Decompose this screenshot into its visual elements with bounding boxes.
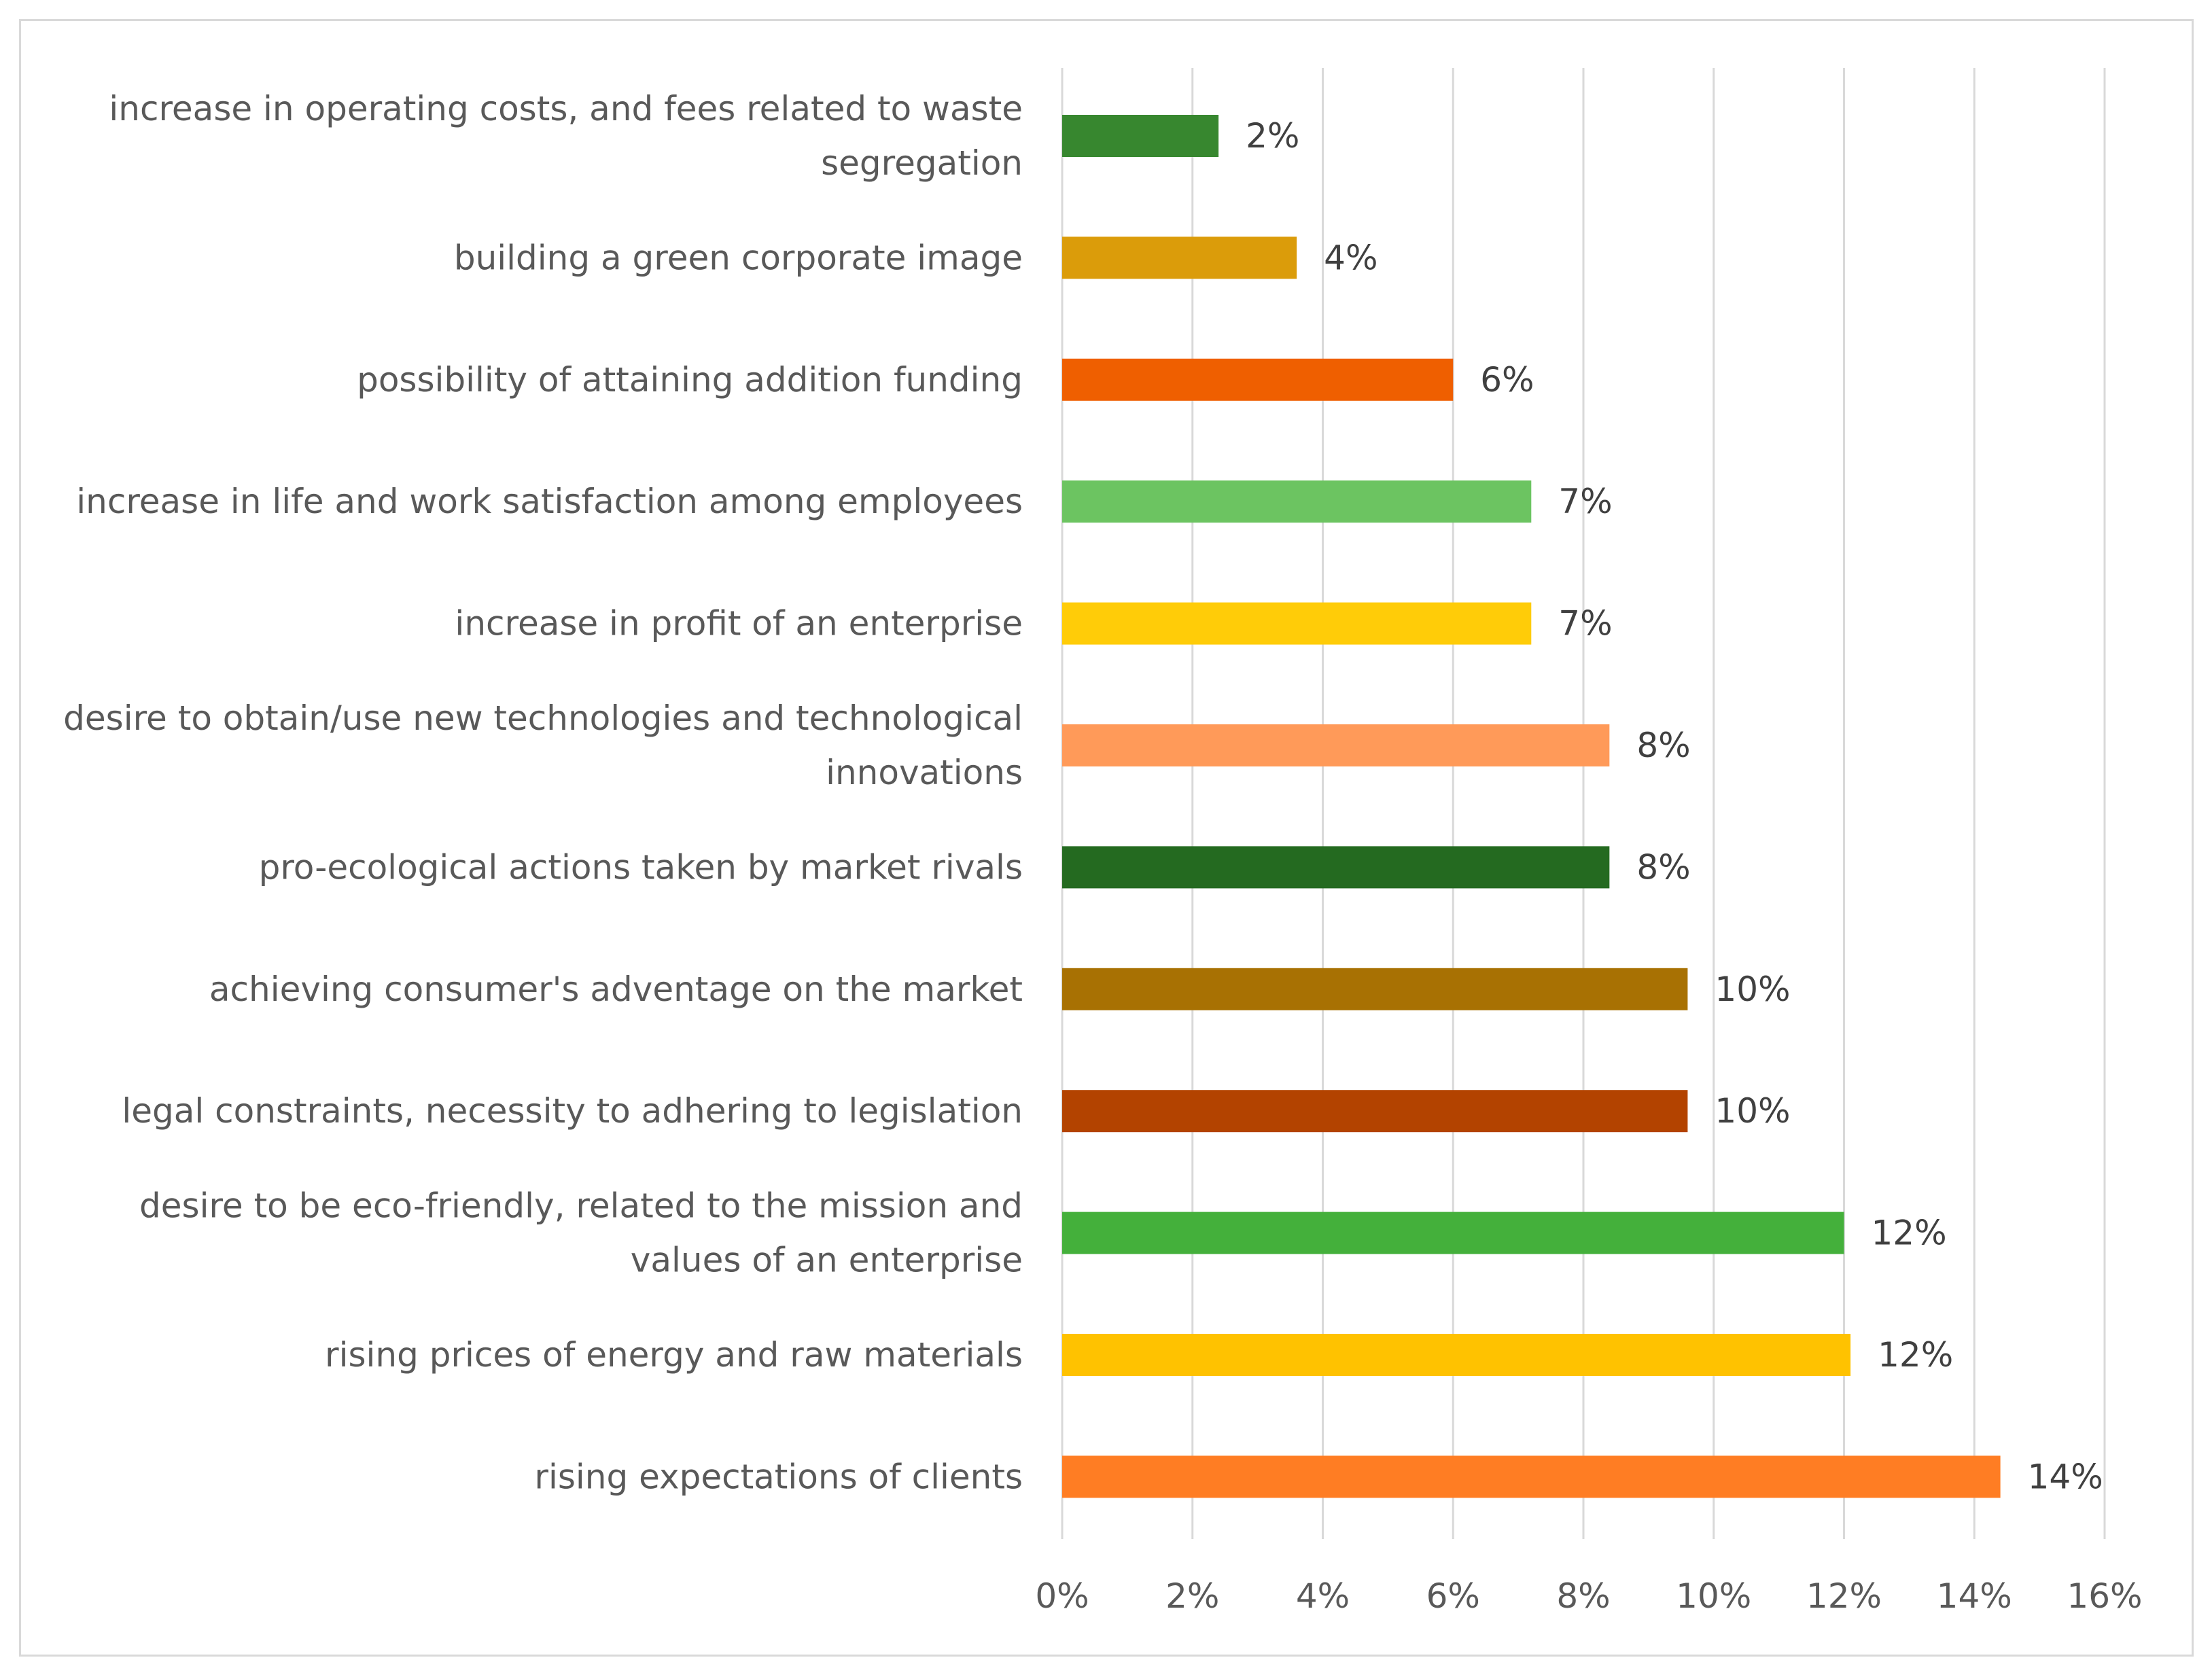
data-label: 8% xyxy=(1636,726,1690,765)
category-label: rising prices of energy and raw material… xyxy=(325,1335,1023,1375)
data-label: 10% xyxy=(1715,1091,1790,1131)
bar xyxy=(1062,1455,2001,1498)
bar xyxy=(1062,968,1688,1010)
bar xyxy=(1062,1212,1844,1254)
bar xyxy=(1062,724,1610,766)
data-label: 2% xyxy=(1246,116,1299,156)
data-label: 12% xyxy=(1872,1214,1947,1253)
data-label: 8% xyxy=(1636,847,1690,887)
data-label: 7% xyxy=(1558,482,1612,521)
bar xyxy=(1062,602,1532,645)
category-label: increase in life and work satisfaction a… xyxy=(76,482,1023,521)
bar xyxy=(1062,1334,1851,1376)
bar xyxy=(1062,236,1297,279)
category-label: desire to obtain/use new technologies an… xyxy=(63,699,1023,738)
data-label: 4% xyxy=(1324,238,1377,277)
x-tick-label: 6% xyxy=(1426,1576,1480,1616)
category-label: possibility of attaining addition fundin… xyxy=(357,360,1023,400)
category-label: values of an enterprise xyxy=(631,1241,1023,1280)
category-label: desire to be eco-friendly, related to th… xyxy=(139,1186,1023,1226)
x-tick-label: 14% xyxy=(1937,1576,2012,1616)
x-tick-label: 16% xyxy=(2067,1576,2142,1616)
category-label: legal constraints, necessity to adhering… xyxy=(122,1091,1023,1131)
category-label: segregation xyxy=(821,143,1023,183)
x-tick-label: 12% xyxy=(1806,1576,1882,1616)
data-label: 6% xyxy=(1480,360,1534,400)
data-label: 14% xyxy=(2028,1457,2103,1496)
data-label: 12% xyxy=(1878,1335,1953,1375)
category-label: increase in operating costs, and fees re… xyxy=(109,89,1023,128)
category-label: achieving consumer's adventage on the ma… xyxy=(209,970,1023,1009)
data-label: 7% xyxy=(1558,604,1612,643)
category-label: building a green corporate image xyxy=(454,238,1023,277)
data-label: 10% xyxy=(1715,970,1790,1009)
x-tick-label: 4% xyxy=(1296,1576,1350,1616)
x-tick-label: 0% xyxy=(1035,1576,1089,1616)
bar xyxy=(1062,115,1219,157)
chart-frame xyxy=(19,19,2194,1657)
x-tick-label: 2% xyxy=(1165,1576,1219,1616)
x-tick-label: 10% xyxy=(1676,1576,1751,1616)
bar xyxy=(1062,358,1454,401)
category-label: pro-ecological actions taken by market r… xyxy=(259,847,1023,887)
category-label: rising expectations of clients xyxy=(534,1457,1023,1496)
category-label: increase in profit of an enterprise xyxy=(455,604,1023,643)
category-label: innovations xyxy=(826,753,1023,792)
bar xyxy=(1062,1090,1688,1133)
bar xyxy=(1062,846,1610,889)
bar xyxy=(1062,480,1532,523)
x-tick-label: 8% xyxy=(1556,1576,1610,1616)
